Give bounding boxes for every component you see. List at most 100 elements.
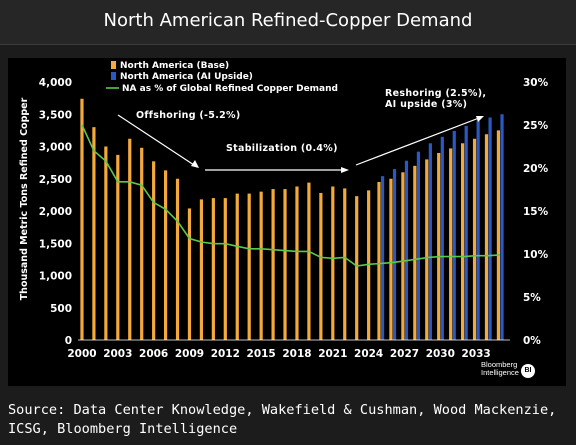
legend-swatch-ai — [111, 72, 116, 80]
x-tick-label: 2030 — [426, 348, 455, 360]
y2-tick-label: 10% — [523, 249, 549, 261]
bar-base-2024 — [367, 190, 371, 340]
y-tick-label: 3,500 — [39, 109, 72, 121]
bar-ai-2034 — [488, 117, 492, 340]
y-tick-label: 500 — [50, 303, 72, 315]
bar-base-2005 — [140, 147, 144, 340]
legend-label-line: NA as % of Global Refined Copper Demand — [122, 84, 338, 94]
bar-base-2020 — [319, 192, 323, 340]
bar-base-2029 — [425, 159, 429, 340]
annotation-offshoring: Offshoring (-5.2%) — [136, 110, 240, 121]
bar-base-2023 — [355, 196, 359, 340]
x-tick-label: 2003 — [103, 348, 132, 360]
line-na-share-of-global — [81, 124, 501, 267]
bar-base-2002 — [104, 146, 108, 340]
annotation-stabilization: Stabilization (0.4%) — [226, 143, 338, 154]
x-tick-label: 2018 — [282, 348, 311, 360]
bar-group — [80, 98, 504, 341]
x-tick-label: 2021 — [318, 348, 347, 360]
y-tick-label: 1,000 — [39, 271, 72, 283]
bar-base-2003 — [116, 154, 120, 340]
bar-ai-2026 — [392, 169, 397, 340]
bi-badge-icon: BI — [521, 364, 535, 378]
bar-ai-2028 — [416, 151, 421, 340]
bar-base-2010 — [199, 199, 204, 340]
legend: North America (Base) North America (AI U… — [106, 61, 338, 94]
bar-base-2028 — [413, 165, 417, 340]
bar-base-2012 — [223, 198, 227, 340]
bar-ai-2033 — [476, 120, 480, 340]
y-tick-label: 2,000 — [39, 206, 72, 218]
bar-base-2007 — [163, 170, 168, 340]
bar-base-2008 — [175, 178, 180, 340]
annotation-group: Offshoring (-5.2%) Stabilization (0.4%) … — [117, 88, 486, 173]
line-group — [81, 124, 501, 267]
bar-ai-2030 — [440, 136, 444, 340]
bar-ai-2032 — [464, 125, 468, 340]
y-tick-label: 0 — [65, 335, 72, 347]
bloomberg-logo: Bloomberg Intelligence — [481, 361, 519, 377]
bar-base-2031 — [449, 148, 453, 340]
x-tick-label: 2006 — [139, 348, 168, 360]
bar-base-2015 — [259, 191, 263, 340]
stabilization-arrowhead — [341, 167, 349, 173]
bar-base-2022 — [343, 188, 347, 340]
bar-base-2025 — [377, 181, 381, 340]
chart-title: North American Refined-Copper Demand — [103, 10, 473, 31]
bar-base-2026 — [389, 178, 393, 340]
y-tick-label: 2,500 — [39, 174, 72, 186]
x-tick-label: 2009 — [175, 348, 204, 360]
x-tick-label: 2015 — [247, 348, 276, 360]
bar-base-2017 — [283, 189, 287, 340]
bar-base-2004 — [128, 138, 132, 340]
x-tick-label: 2027 — [390, 348, 419, 360]
bar-base-2011 — [211, 198, 215, 340]
title-bar: North American Refined-Copper Demand — [0, 0, 576, 45]
x-tick-label: 2000 — [67, 348, 96, 360]
bar-ai-2027 — [404, 160, 409, 340]
bar-base-2032 — [460, 143, 465, 340]
reshoring-arrow — [355, 117, 480, 166]
y2-tick-label: 5% — [523, 292, 541, 304]
annotation-reshoring: Reshoring (2.5%), — [385, 88, 486, 99]
y-axis-label: Thousand Metric Tons Refined Copper — [19, 97, 30, 300]
bar-base-2019 — [307, 182, 311, 340]
bar-ai-2035 — [500, 114, 504, 340]
brand-line1: Bloomberg — [481, 360, 518, 369]
x-tick-label: 2012 — [211, 348, 240, 360]
bar-base-2018 — [295, 186, 299, 340]
y-tick-label: 4,000 — [39, 77, 72, 89]
bar-base-2009 — [187, 208, 192, 340]
bar-base-2027 — [401, 172, 405, 340]
y-tick-label: 1,500 — [39, 238, 72, 250]
y2-tick-label: 25% — [523, 120, 549, 132]
bar-base-2006 — [152, 161, 156, 340]
legend-label-base: North America (Base) — [120, 61, 229, 71]
y2-tick-label: 0% — [523, 335, 541, 347]
bar-base-2014 — [247, 193, 251, 340]
bar-base-2001 — [92, 127, 96, 341]
bar-base-2034 — [484, 134, 489, 340]
bar-base-2035 — [496, 130, 501, 340]
y2-tick-label: 15% — [523, 206, 549, 218]
bar-base-2021 — [331, 186, 335, 340]
x-tick-label: 2033 — [462, 348, 491, 360]
reshoring-arrowhead — [476, 116, 484, 122]
x-tick-label: 2024 — [354, 348, 383, 360]
bar-base-2016 — [271, 189, 275, 340]
source-note: Source: Data Center Knowledge, Wakefield… — [8, 402, 557, 437]
bar-ai-2029 — [428, 143, 432, 340]
y2-tick-label: 20% — [523, 163, 549, 175]
bar-ai-2031 — [452, 131, 456, 340]
offshoring-arrow — [117, 114, 198, 168]
bar-base-2033 — [472, 138, 477, 340]
y-tick-label: 3,000 — [39, 142, 72, 154]
offshoring-arrowhead — [191, 160, 199, 168]
bar-base-2030 — [437, 152, 441, 340]
bar-base-2013 — [235, 193, 239, 340]
axes-group: 0 500 1,000 1,500 2,000 2,500 3,000 3,500 4,000 0… — [39, 77, 549, 360]
legend-swatch-base — [111, 61, 116, 69]
brand-line2: Intelligence — [481, 368, 519, 377]
